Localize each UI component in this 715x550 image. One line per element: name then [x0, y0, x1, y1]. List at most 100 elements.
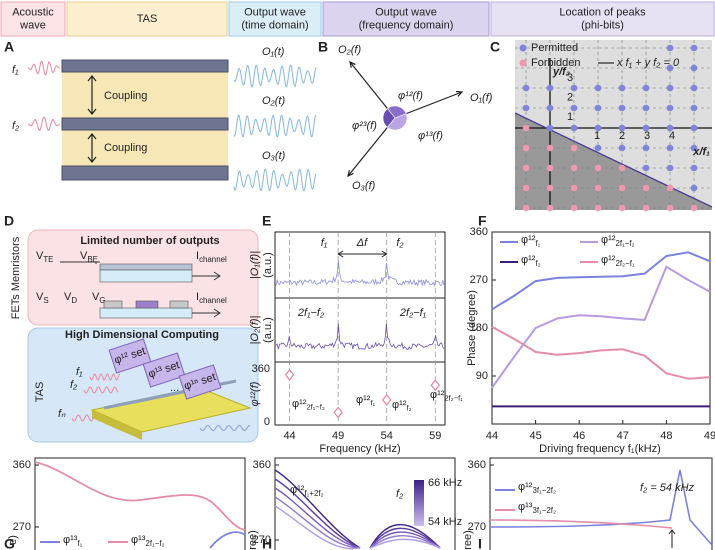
lattice-dot: [570, 84, 578, 92]
colorbar: [414, 480, 424, 526]
lattice-dot: [522, 164, 530, 172]
device: [99, 269, 193, 283]
lattice-dot: [570, 124, 578, 132]
curve: [369, 523, 441, 549]
label-sub: S: [43, 296, 48, 305]
label-sub: 2f₁−f₂: [306, 403, 324, 412]
label: O₁(t): [262, 46, 285, 58]
wire: [60, 261, 221, 281]
label-base: I: [196, 291, 199, 303]
lattice-dot: [594, 104, 602, 112]
y-tick-label: 360: [13, 459, 31, 471]
device: [99, 307, 193, 319]
label-base: φ¹³: [518, 501, 533, 513]
lattice-dot: [666, 164, 674, 172]
label-base: φ¹²: [292, 398, 307, 410]
label-base: V: [80, 250, 88, 262]
wave: [89, 373, 121, 381]
lattice-dot: [618, 84, 626, 92]
lattice-dot: [642, 104, 650, 112]
label-sub: 3f₁−2f₂: [532, 486, 556, 495]
label-sub: f₁: [77, 539, 82, 548]
lattice-dot: [666, 64, 674, 72]
lattice-dot: [642, 124, 650, 132]
y-tick-label: 270: [13, 521, 31, 533]
label: φ¹²f₁: [356, 394, 376, 408]
y-axis-label: Phase (degree): [466, 290, 478, 366]
panel-letter: D: [4, 213, 14, 229]
header-text: (frequency domain): [359, 19, 454, 31]
header-text: Acoustic: [12, 6, 54, 18]
label-base: φ¹³: [131, 534, 146, 546]
label-sub: channel: [199, 296, 227, 305]
label-base: φ¹²: [290, 484, 305, 496]
lattice-dot: [522, 124, 530, 132]
label: f₂: [12, 120, 20, 132]
lattice-dot: [546, 84, 554, 92]
label: 3: [567, 72, 573, 84]
lattice-dot: [690, 184, 698, 192]
lattice-dot: [522, 144, 530, 152]
label-base: φ¹²: [601, 254, 616, 266]
label: 3: [644, 130, 650, 142]
wave: [233, 64, 317, 88]
label: 4: [669, 130, 675, 142]
panel-letter: B: [318, 39, 328, 55]
lattice-dot: [522, 184, 530, 192]
label-sub: f₁: [370, 399, 375, 408]
label: Forbidden: [531, 57, 581, 69]
wave: [199, 424, 250, 432]
curve: [274, 478, 361, 549]
label: φ¹²(f): [398, 90, 423, 102]
label-base: φ¹²: [356, 394, 371, 406]
label-sub: f₁: [535, 239, 540, 248]
arrowhead: [347, 170, 354, 178]
lattice-dot: [642, 144, 650, 152]
label: φ¹²f₁: [521, 234, 541, 248]
waveguide: [61, 165, 229, 181]
label-sub: D: [71, 296, 77, 305]
label: VS: [36, 291, 49, 305]
panel-letter: C: [490, 39, 500, 55]
label: φ¹³f₁: [63, 534, 83, 548]
x-tick-label: 59: [429, 430, 441, 442]
electrode: [169, 300, 189, 309]
lattice-dot: [690, 104, 698, 112]
label: f₂: [396, 488, 404, 500]
label: φ¹²3f₁−2f₂: [518, 481, 556, 495]
y-tick-label: 360: [470, 226, 488, 238]
label-base: V: [92, 291, 100, 303]
set-card: [142, 352, 186, 388]
label: O₁(f): [470, 92, 493, 104]
label: φ¹²f₂: [392, 399, 412, 413]
lattice-dot: [570, 184, 578, 192]
lattice-dot: [546, 144, 554, 152]
label: x/f₁: [692, 146, 710, 158]
label: High Dimensional Computing: [65, 329, 219, 341]
lattice-dot: [618, 184, 626, 192]
label: 66 kHz: [428, 477, 462, 489]
y-tick-label: 360: [252, 363, 270, 375]
label-base: V: [64, 291, 72, 303]
label: φ¹³(f): [418, 130, 443, 142]
axis-arrow: [347, 117, 396, 177]
lattice-dot: [546, 124, 554, 132]
label: φ¹²2f₂−f₁: [601, 254, 635, 268]
label-sub: f₂: [406, 404, 411, 413]
header-text: Output wave: [244, 6, 306, 18]
phase-marker: [430, 379, 441, 392]
label: f₂: [70, 379, 78, 391]
label-sub: f₂: [535, 259, 540, 268]
header-text: Location of peaks: [559, 6, 646, 18]
series-line: [491, 326, 711, 380]
curve: [274, 487, 361, 549]
lattice-dot: [666, 104, 674, 112]
label: f₁: [321, 237, 328, 249]
label: O₂(t): [262, 95, 285, 107]
label-base: φ¹³: [63, 534, 78, 546]
label: x f₁ + y f₂ = 0: [616, 57, 680, 69]
lattice-dot: [690, 164, 698, 172]
label: φ¹²2f₂−f₁: [430, 389, 463, 403]
y-axis-label: ree): [247, 530, 259, 550]
